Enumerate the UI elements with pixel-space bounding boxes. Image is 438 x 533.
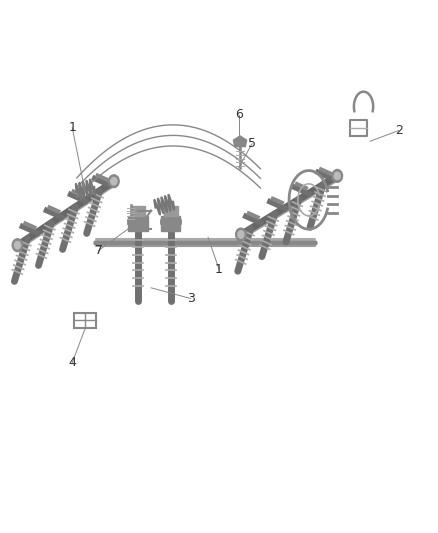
Text: 1: 1 [215, 263, 223, 276]
Text: 4: 4 [68, 356, 76, 369]
Bar [74, 313, 96, 328]
Text: 2: 2 [395, 124, 403, 137]
Circle shape [334, 172, 340, 180]
Circle shape [111, 177, 117, 185]
Bar [128, 216, 148, 231]
Text: 5: 5 [248, 138, 256, 150]
Circle shape [12, 239, 23, 252]
Circle shape [109, 175, 119, 188]
Text: 6: 6 [235, 108, 243, 121]
Bar [131, 206, 145, 216]
Text: 3: 3 [187, 292, 194, 305]
Bar [164, 206, 178, 216]
Polygon shape [233, 136, 247, 147]
Circle shape [238, 231, 244, 238]
Circle shape [14, 241, 21, 249]
Bar [161, 216, 180, 231]
Text: 1: 1 [68, 122, 76, 134]
Circle shape [332, 169, 343, 182]
Circle shape [236, 228, 246, 241]
Text: 7: 7 [95, 244, 102, 257]
